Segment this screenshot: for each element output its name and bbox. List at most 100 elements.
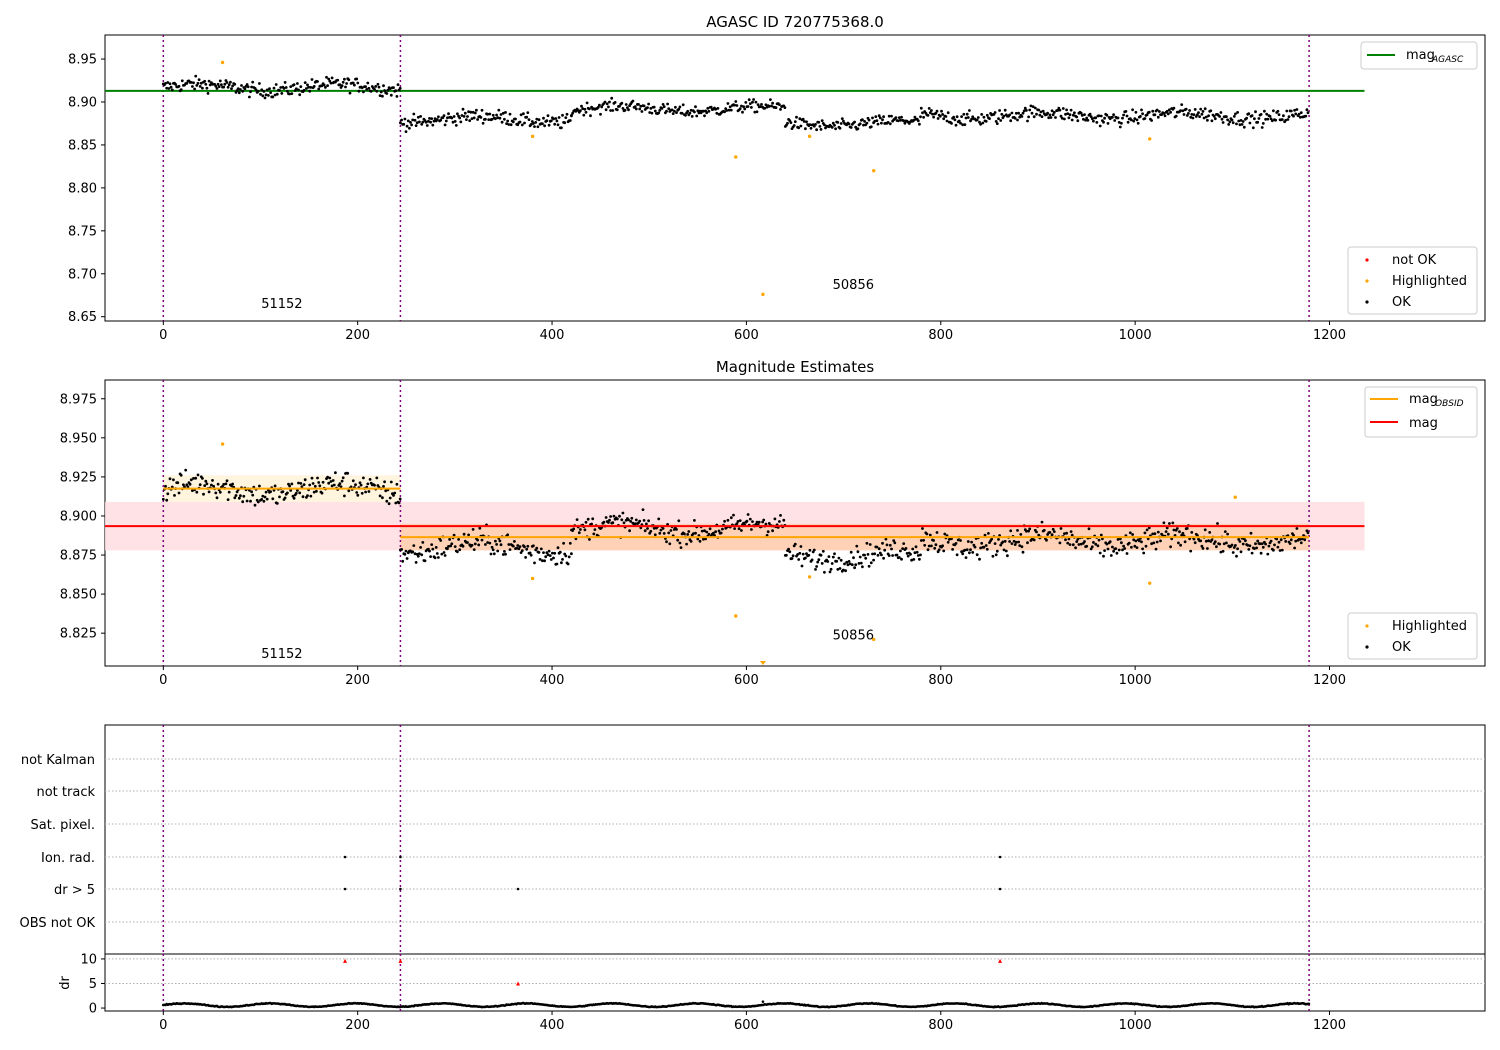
ok-point	[1282, 114, 1285, 118]
ok-point	[327, 481, 331, 485]
ok-point	[515, 546, 519, 550]
ok-point	[325, 75, 328, 79]
ok-point	[400, 118, 403, 122]
ok-point	[1284, 540, 1288, 543]
ok-point	[1052, 111, 1056, 114]
ok-point	[227, 83, 231, 87]
y-tick-label: 8.850	[60, 588, 97, 603]
ok-point	[1227, 123, 1231, 126]
ok-point	[328, 476, 332, 480]
ok-point	[164, 82, 167, 85]
ok-point	[494, 539, 497, 543]
ok-point	[1235, 122, 1238, 126]
ok-point	[988, 117, 991, 120]
ok-point	[546, 553, 550, 557]
ok-point	[646, 106, 649, 109]
flag-point	[998, 855, 1002, 859]
ok-point	[1051, 113, 1055, 117]
ok-point	[286, 89, 289, 93]
ok-point	[679, 546, 683, 549]
ok-point	[867, 564, 871, 568]
ok-point	[462, 532, 466, 536]
ok-point	[800, 564, 804, 568]
dr-outlier-point	[761, 1000, 765, 1003]
ok-point	[179, 473, 183, 477]
ok-point	[458, 116, 462, 120]
ok-point	[354, 483, 357, 487]
ok-point	[662, 532, 666, 535]
ok-point	[797, 126, 801, 130]
ok-point	[554, 117, 558, 120]
ok-point	[413, 118, 417, 122]
ok-point	[496, 116, 500, 120]
ok-point	[1017, 111, 1020, 115]
ok-point	[666, 102, 669, 106]
ok-point	[1159, 539, 1162, 543]
ok-point	[732, 513, 735, 517]
ok-point	[676, 538, 680, 542]
ok-point	[858, 555, 862, 559]
ok-point	[751, 520, 754, 523]
ok-point	[197, 78, 201, 81]
ok-point	[819, 127, 823, 131]
ok-point	[752, 98, 755, 101]
ok-point	[691, 532, 695, 535]
ok-point	[1125, 552, 1129, 555]
ok-point	[1147, 110, 1151, 114]
ok-point	[914, 545, 918, 549]
ok-point	[389, 93, 393, 97]
ok-point	[1145, 113, 1149, 117]
ok-point	[961, 552, 965, 556]
ok-point	[1162, 521, 1166, 525]
ok-point	[1098, 551, 1102, 555]
ok-point	[1106, 122, 1110, 125]
ok-point	[1023, 106, 1027, 110]
x-tick-label: 600	[734, 673, 759, 688]
ok-point	[1306, 531, 1310, 535]
ok-point	[553, 122, 557, 126]
ok-point	[1221, 549, 1225, 553]
ok-point	[1184, 107, 1188, 111]
ok-point	[941, 113, 944, 116]
ok-point	[915, 550, 919, 554]
ok-point	[313, 484, 317, 488]
ok-point	[239, 494, 242, 498]
ok-point	[1025, 529, 1028, 533]
ok-point	[705, 111, 709, 115]
ok-point	[1047, 116, 1051, 120]
ok-point	[500, 120, 504, 124]
ok-point	[528, 551, 532, 555]
ok-point	[1006, 554, 1009, 558]
ok-point	[927, 544, 931, 548]
highlighted-point	[761, 292, 765, 297]
ok-point	[1082, 117, 1085, 121]
ok-point	[1145, 528, 1149, 532]
ok-point	[294, 491, 298, 495]
ok-point	[1156, 115, 1160, 119]
ok-point	[316, 80, 319, 83]
ok-point	[1069, 530, 1073, 533]
ok-point	[976, 116, 980, 119]
ok-point	[925, 532, 929, 536]
ok-point	[1135, 118, 1139, 122]
ok-point	[672, 109, 676, 113]
ok-point	[966, 116, 970, 119]
ok-point	[581, 107, 585, 110]
ok-point	[1054, 116, 1057, 119]
ok-point	[1299, 541, 1303, 545]
x-tick-label: 1200	[1313, 328, 1346, 343]
ok-point	[1063, 117, 1066, 121]
ok-point	[737, 527, 741, 531]
ok-point	[1095, 121, 1099, 124]
ok-point	[1256, 120, 1260, 124]
ok-point	[503, 117, 506, 121]
ok-point	[677, 107, 681, 111]
ok-point	[355, 77, 359, 81]
ok-point	[555, 119, 559, 123]
ok-point	[998, 109, 1001, 112]
ok-point	[979, 122, 982, 126]
ok-point	[1003, 108, 1007, 112]
ok-point	[911, 547, 915, 551]
ok-point	[499, 113, 503, 116]
ok-point	[693, 110, 696, 114]
